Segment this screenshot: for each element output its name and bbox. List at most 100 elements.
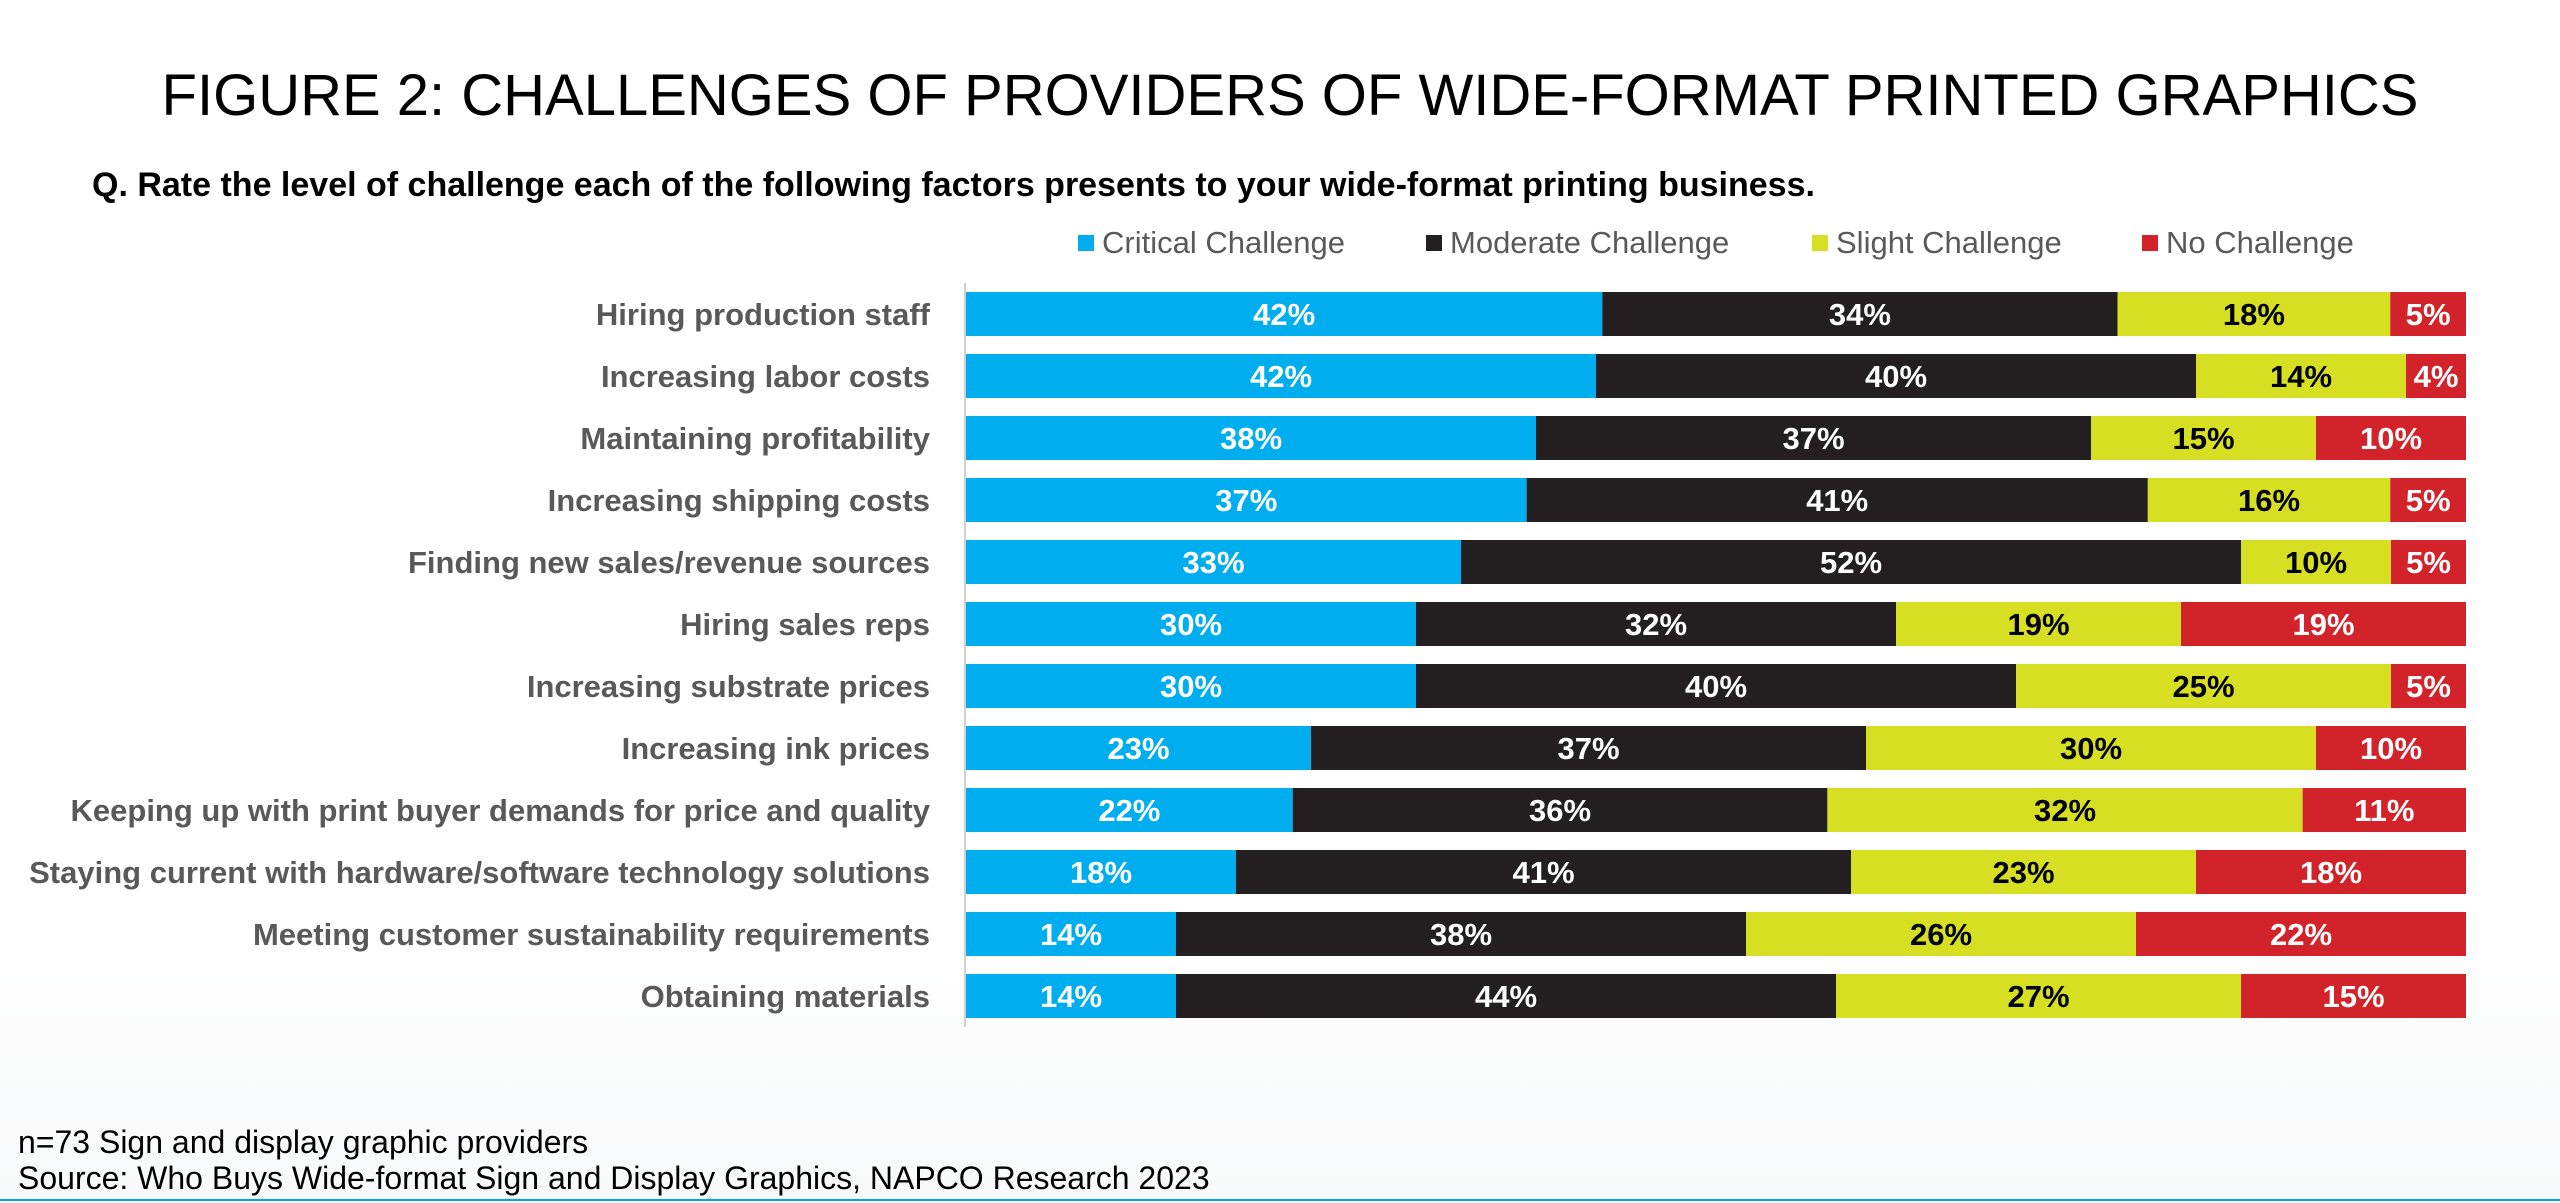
bar-segment	[2241, 540, 2391, 584]
data-label: 40%	[1865, 359, 1927, 394]
data-label: 23%	[1992, 855, 2054, 890]
bar-segment	[2390, 292, 2466, 336]
data-label: 10%	[2285, 545, 2347, 580]
data-label: 33%	[1182, 545, 1244, 580]
bar-segment	[2390, 478, 2466, 522]
data-label: 22%	[1098, 793, 1160, 828]
bar-segment	[2196, 354, 2406, 398]
bar-segment	[1836, 974, 2241, 1018]
data-label: 37%	[1557, 731, 1619, 766]
data-label: 44%	[1475, 979, 1537, 1014]
data-label: 10%	[2360, 421, 2422, 456]
data-label: 5%	[2406, 297, 2451, 332]
category-label: Keeping up with print buyer demands for …	[71, 793, 931, 828]
bar-segment	[966, 788, 1293, 832]
data-label: 32%	[1625, 607, 1687, 642]
sample-size-note: n=73 Sign and display graphic providers	[18, 1124, 589, 1160]
bar-segment	[966, 726, 1311, 770]
data-label: 27%	[2007, 979, 2069, 1014]
data-label: 30%	[1160, 669, 1222, 704]
data-label: 41%	[1512, 855, 1574, 890]
data-label: 14%	[1040, 979, 1102, 1014]
legend-label: No Challenge	[2166, 225, 2354, 260]
bar-segment	[1292, 788, 1828, 832]
bar-segment	[966, 602, 1416, 646]
data-label: 42%	[1253, 297, 1315, 332]
data-label: 18%	[2223, 297, 2285, 332]
data-label: 25%	[2172, 669, 2234, 704]
data-label: 37%	[1782, 421, 1844, 456]
legend-swatch	[1078, 235, 1094, 251]
bar-segment	[1536, 416, 2091, 460]
bar-segment	[2181, 602, 2466, 646]
category-label: Maintaining profitability	[580, 421, 930, 456]
category-label: Increasing ink prices	[622, 731, 930, 766]
bar-segment	[1596, 354, 2196, 398]
bar-segment	[966, 912, 1176, 956]
bar-segment	[1176, 912, 1746, 956]
category-label: Hiring production staff	[596, 297, 931, 332]
bar-segment	[1176, 974, 1836, 1018]
bar-segment	[1416, 664, 2016, 708]
bar-segment	[1526, 478, 2148, 522]
bar-segment	[966, 292, 1603, 336]
data-label: 36%	[1529, 793, 1591, 828]
chart-subtitle: Q. Rate the level of challenge each of t…	[92, 166, 1815, 204]
bar-segment	[1746, 912, 2136, 956]
bar-segment	[2016, 664, 2391, 708]
bar-segment	[1461, 540, 2241, 584]
bar-segment	[2391, 664, 2466, 708]
bar-segment	[2091, 416, 2316, 460]
data-label: 19%	[2007, 607, 2069, 642]
bar-segment	[1311, 726, 1866, 770]
data-label: 4%	[2414, 359, 2459, 394]
bar-segment	[1851, 850, 2196, 894]
bar-segment	[966, 416, 1536, 460]
legend-swatch	[2142, 235, 2158, 251]
bar-segment	[2147, 478, 2391, 522]
data-label: 11%	[2354, 793, 2414, 828]
data-label: 15%	[2172, 421, 2234, 456]
bar-segment	[966, 664, 1416, 708]
data-label: 5%	[2406, 483, 2451, 518]
data-label: 30%	[2060, 731, 2122, 766]
legend-swatch	[1812, 235, 1828, 251]
bar-segment	[1866, 726, 2316, 770]
stacked-bar-chart: Hiring production staff 42% 34% 18% 5% Increa…	[29, 225, 2466, 1027]
data-label: 32%	[2034, 793, 2096, 828]
data-label: 23%	[1107, 731, 1169, 766]
data-label: 22%	[2270, 917, 2332, 952]
bar-segment	[2136, 912, 2466, 956]
data-label: 15%	[2322, 979, 2384, 1014]
data-label: 10%	[2360, 731, 2422, 766]
bar-segment	[2302, 788, 2466, 832]
bar-segment	[966, 540, 1461, 584]
legend-swatch	[1426, 235, 1442, 251]
bar-segment	[1416, 602, 1896, 646]
category-label: Increasing labor costs	[601, 359, 930, 394]
bar-segment	[2391, 540, 2466, 584]
legend-label: Critical Challenge	[1102, 225, 1345, 260]
bar-segment	[2316, 726, 2466, 770]
legend-label: Moderate Challenge	[1450, 225, 1729, 260]
data-label: 34%	[1829, 297, 1891, 332]
category-label: Staying current with hardware/software t…	[29, 855, 930, 890]
source-note: Source: Who Buys Wide-format Sign and Di…	[18, 1160, 1210, 1196]
category-label: Hiring sales reps	[680, 607, 930, 642]
bar-segment	[966, 354, 1596, 398]
bar-segment	[2241, 974, 2466, 1018]
category-label: Obtaining materials	[641, 979, 930, 1014]
data-label: 30%	[1160, 607, 1222, 642]
data-label: 5%	[2406, 669, 2451, 704]
category-label: Increasing substrate prices	[527, 669, 930, 704]
bar-segment	[1602, 292, 2118, 336]
category-label: Meeting customer sustainability requirem…	[253, 917, 930, 952]
data-label: 18%	[2300, 855, 2362, 890]
bar-segment	[1236, 850, 1851, 894]
bar-segment	[2117, 292, 2391, 336]
bottom-rule	[0, 1199, 2560, 1201]
data-label: 16%	[2238, 483, 2300, 518]
bar-segment	[2196, 850, 2466, 894]
bar-segment	[966, 974, 1176, 1018]
bar-segment	[1896, 602, 2181, 646]
